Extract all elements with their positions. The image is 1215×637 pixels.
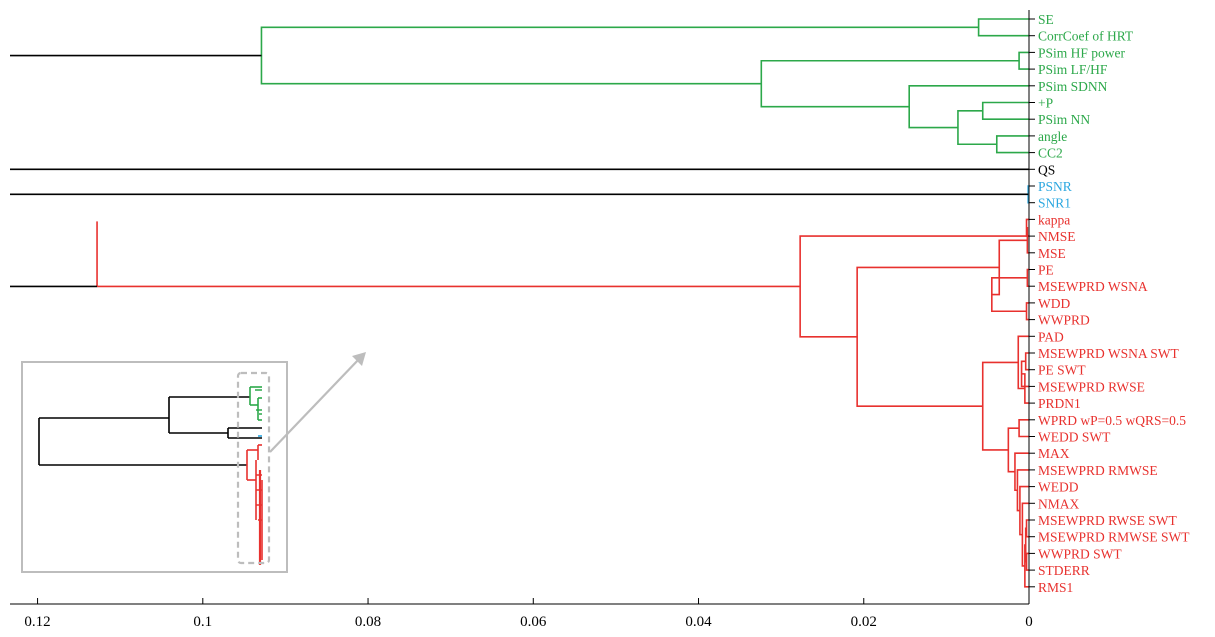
zoom-arrowhead <box>352 352 366 366</box>
branch-link <box>1018 51 1029 70</box>
branch-link <box>1024 527 1027 563</box>
leaf-label: PRDN1 <box>1038 396 1081 411</box>
branch-link <box>908 85 1029 129</box>
branch-link <box>1026 226 1029 254</box>
leaf-label: MSEWPRD RWSE SWT <box>1038 513 1178 528</box>
leaf-label: CorrCoef of HRT <box>1038 29 1134 44</box>
x-tick-label: 0.04 <box>685 614 712 630</box>
leaf-label: RMS1 <box>1038 580 1073 595</box>
leaf-label: PE <box>1038 263 1054 278</box>
branch-link <box>991 239 1028 296</box>
branch-link <box>1026 268 1029 287</box>
leaf-label: PSim NN <box>1038 112 1090 127</box>
leaf-label: WPRD wP=0.5 wQRS=0.5 <box>1038 413 1186 428</box>
leaf-label: QS <box>1038 162 1055 177</box>
x-tick-label: 0.06 <box>520 614 547 630</box>
x-tick-label: 0 <box>1025 614 1033 630</box>
leaf-label: PSNR <box>1038 179 1072 194</box>
branch-link <box>856 266 1000 407</box>
leaf-label: kappa <box>1038 212 1070 227</box>
branch-link <box>1024 544 1029 588</box>
branch-link <box>995 135 1029 154</box>
leaf-label: WDD <box>1038 296 1070 311</box>
x-axis: 0.12 0.1 0.08 0.06 0.04 0.02 0 <box>10 10 1033 630</box>
branch-link <box>1018 419 1029 438</box>
x-tick-label: 0.08 <box>355 614 381 630</box>
branch-link <box>957 110 997 146</box>
zoom-arrow <box>269 357 361 453</box>
leaf-label: MSEWPRD WSNA SWT <box>1038 346 1180 361</box>
leaf-label: MSEWPRD RMWSE <box>1038 463 1158 478</box>
leaf-label: MSE <box>1038 246 1066 261</box>
branch-link <box>977 18 1029 37</box>
leaf-label: +P <box>1038 96 1053 111</box>
branch-link <box>1021 373 1029 404</box>
leaf-label: PSim SDNN <box>1038 79 1108 94</box>
leaf-label: MSEWPRD RWSE <box>1038 379 1145 394</box>
leaf-label: WEDD SWT <box>1038 430 1111 445</box>
leaf-label: STDERR <box>1038 563 1090 578</box>
x-tick-label: 0.02 <box>851 614 877 630</box>
branch-link <box>1019 485 1029 536</box>
leaf-label: CC2 <box>1038 146 1063 161</box>
leaf-label: PAD <box>1038 329 1064 344</box>
leaf-label: NMSE <box>1038 229 1076 244</box>
branch-link <box>981 101 1029 120</box>
x-tick-label: 0.1 <box>193 614 212 630</box>
leaf-label: SNR1 <box>1038 196 1071 211</box>
inset-zoom-box <box>236 371 271 565</box>
branch-link <box>1017 335 1029 390</box>
inset-overview <box>21 352 366 573</box>
leaf-label: PE SWT <box>1038 363 1086 378</box>
x-tick-label: 0.12 <box>24 614 50 630</box>
leaf-label: WEDD <box>1038 480 1079 495</box>
branch-link <box>1007 427 1020 473</box>
dendrogram-branches <box>10 18 1029 588</box>
branch-link <box>799 235 1029 338</box>
leaf-label: MSEWPRD RMWSE SWT <box>1038 530 1190 545</box>
leaf-label: NMAX <box>1038 496 1080 511</box>
branch-link <box>260 26 979 85</box>
leaf-label: PSim HF power <box>1038 45 1126 60</box>
leaf-label: MSEWPRD WSNA <box>1038 279 1148 294</box>
leaf-label: MAX <box>1038 446 1070 461</box>
leaf-label: WWPRD <box>1038 313 1090 328</box>
leaf-label: SE <box>1038 12 1054 27</box>
branch-link <box>1024 352 1029 371</box>
branch-link <box>981 361 1019 451</box>
leaf-label: PSim LF/HF <box>1038 62 1108 77</box>
leaf-label: WWPRD SWT <box>1038 546 1122 561</box>
branch-link <box>760 59 1020 108</box>
leaf-label: angle <box>1038 129 1067 144</box>
inset-branch <box>255 389 262 415</box>
